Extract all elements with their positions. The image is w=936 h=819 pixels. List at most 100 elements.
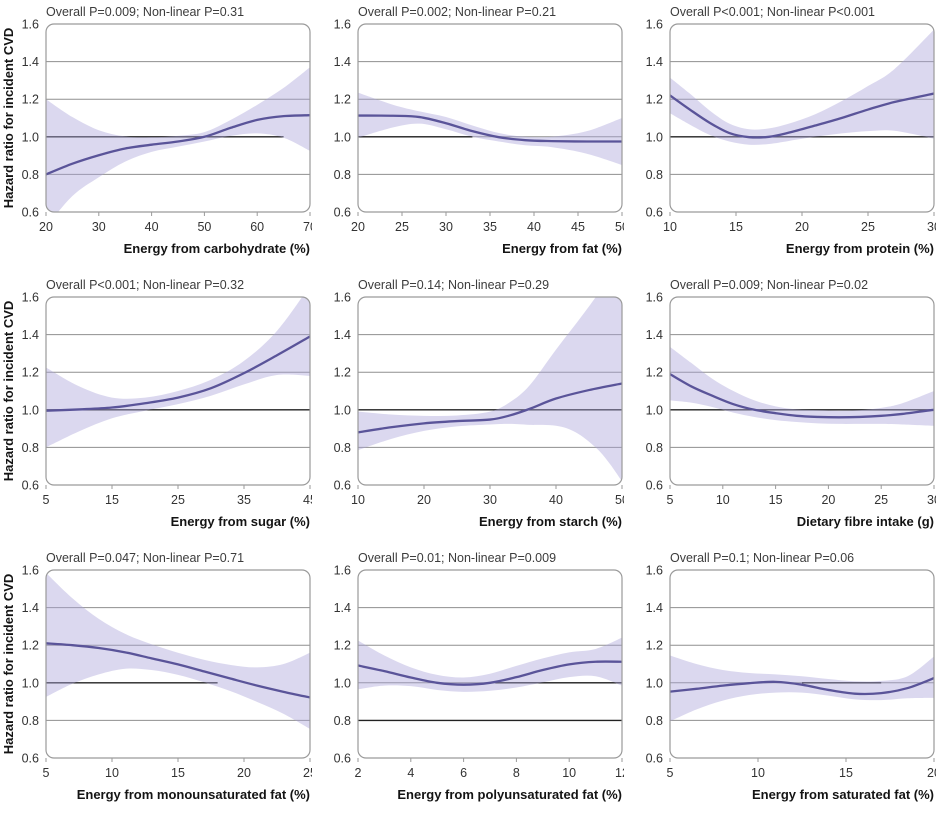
y-tick-label: 1.0 [22, 676, 39, 690]
x-tick-label: 15 [171, 766, 185, 780]
y-tick-label: 1.6 [22, 564, 39, 578]
x-tick-label: 50 [615, 493, 624, 507]
plot-border [357, 569, 623, 759]
x-tick-label: 25 [303, 766, 312, 780]
spline-panel: Overall P=0.14; Non-linear P=0.29 1.6 1.4 1… [312, 273, 624, 546]
plot-background [46, 24, 310, 212]
x-tick-label: 2 [355, 766, 362, 780]
y-tick-label: 0.6 [334, 752, 351, 766]
confidence-band [358, 637, 622, 692]
y-tick-label: 0.6 [646, 206, 663, 220]
y-tick-label: 1.6 [334, 18, 351, 32]
confidence-band [670, 29, 934, 145]
plot-background [358, 297, 622, 485]
x-tick-label: 20 [927, 766, 936, 780]
y-tick-label: 1.2 [646, 93, 663, 107]
spline-plot: Overall P=0.14; Non-linear P=0.29 1.6 1.4 1… [334, 278, 624, 529]
plot-background [358, 24, 622, 212]
x-tick-label: 10 [716, 493, 730, 507]
plot-border [45, 23, 311, 213]
spline-plot: Overall P=0.047; Non-linear P=0.71 1.6 1.4… [1, 551, 312, 802]
x-tick-label: 40 [145, 220, 159, 234]
x-tick-label: 40 [527, 220, 541, 234]
y-tick-label: 1.2 [334, 366, 351, 380]
y-tick-label: 0.8 [334, 441, 351, 455]
y-tick-label: 1.0 [334, 130, 351, 144]
x-tick-label: 30 [927, 220, 936, 234]
y-tick-label: 1.4 [646, 328, 663, 342]
x-tick-label: 25 [861, 220, 875, 234]
y-tick-label: 1.4 [22, 55, 39, 69]
x-tick-label: 20 [417, 493, 431, 507]
spline-plot: Overall P=0.009; Non-linear P=0.31 1.6 1.4… [1, 5, 312, 256]
y-tick-label: 1.2 [646, 366, 663, 380]
x-axis-label: Energy from polyunsaturated fat (%) [397, 787, 622, 802]
plot-background [670, 297, 934, 485]
y-tick-label: 1.6 [646, 564, 663, 578]
y-tick-label: 1.4 [334, 601, 351, 615]
hazard-ratio-curve [670, 92, 934, 139]
x-tick-label: 5 [43, 493, 50, 507]
x-tick-label: 10 [751, 766, 765, 780]
x-tick-label: 30 [92, 220, 106, 234]
y-tick-label: 1.4 [334, 55, 351, 69]
y-tick-label: 0.8 [646, 441, 663, 455]
x-tick-label: 40 [549, 493, 563, 507]
y-tick-label: 1.2 [22, 639, 39, 653]
x-axis-label: Energy from starch (%) [479, 514, 622, 529]
spline-plot: Overall P<0.001; Non-linear P=0.32 1.6 1.4… [1, 278, 312, 529]
x-tick-label: 60 [250, 220, 264, 234]
hazard-ratio-curve [358, 114, 622, 143]
x-tick-label: 30 [483, 493, 497, 507]
x-tick-label: 45 [571, 220, 585, 234]
hazard-ratio-curve [358, 660, 622, 686]
plot-border [669, 296, 935, 486]
hazard-ratio-curve [358, 382, 622, 434]
x-tick-label: 12 [615, 766, 624, 780]
y-tick-label: 1.4 [334, 328, 351, 342]
spline-plot: Overall P=0.009; Non-linear P=0.02 1.6 1.4… [646, 278, 936, 529]
hazard-ratio-curve [670, 372, 934, 419]
y-axis-label: Hazard ratio for incident CVD [1, 301, 16, 482]
spline-panel: Overall P<0.001; Non-linear P=0.32 1.6 1.4… [0, 273, 312, 546]
y-tick-label: 1.0 [646, 403, 663, 417]
x-tick-label: 10 [105, 766, 119, 780]
y-tick-label: 1.4 [22, 328, 39, 342]
panel-title: Overall P=0.01; Non-linear P=0.009 [358, 551, 556, 565]
y-axis-label: Hazard ratio for incident CVD [1, 28, 16, 209]
y-tick-label: 0.8 [334, 168, 351, 182]
y-tick-label: 0.6 [334, 479, 351, 493]
y-tick-label: 1.4 [646, 55, 663, 69]
hazard-ratio-curve [46, 114, 310, 176]
y-tick-label: 0.8 [334, 714, 351, 728]
x-tick-label: 50 [197, 220, 211, 234]
x-axis-label: Energy from carbohydrate (%) [124, 241, 310, 256]
spline-panel: Overall P=0.047; Non-linear P=0.71 1.6 1.4… [0, 546, 312, 819]
y-tick-label: 0.6 [646, 752, 663, 766]
y-tick-label: 0.6 [22, 752, 39, 766]
x-tick-label: 70 [303, 220, 312, 234]
spline-plot: Overall P=0.002; Non-linear P=0.21 1.6 1.4… [334, 5, 624, 256]
y-tick-label: 1.6 [646, 18, 663, 32]
spline-panel: Overall P=0.1; Non-linear P=0.06 1.6 1.4 1.… [624, 546, 936, 819]
y-tick-label: 1.0 [646, 676, 663, 690]
x-tick-label: 20 [39, 220, 53, 234]
x-axis-label: Energy from sugar (%) [171, 514, 310, 529]
x-tick-label: 10 [562, 766, 576, 780]
plot-background [670, 24, 934, 212]
y-tick-label: 1.6 [22, 291, 39, 305]
y-tick-label: 0.6 [334, 206, 351, 220]
x-tick-label: 6 [460, 766, 467, 780]
y-tick-label: 1.0 [22, 403, 39, 417]
y-tick-label: 0.8 [646, 714, 663, 728]
x-tick-label: 30 [927, 493, 936, 507]
x-tick-label: 25 [171, 493, 185, 507]
confidence-band [358, 92, 622, 165]
spline-plot: Overall P=0.01; Non-linear P=0.009 1.6 1.4… [334, 551, 624, 802]
x-axis-label: Energy from fat (%) [502, 241, 622, 256]
x-axis-label: Dietary fibre intake (g) [797, 514, 934, 529]
y-tick-label: 1.2 [334, 639, 351, 653]
y-tick-label: 0.6 [22, 479, 39, 493]
y-tick-label: 1.6 [334, 291, 351, 305]
